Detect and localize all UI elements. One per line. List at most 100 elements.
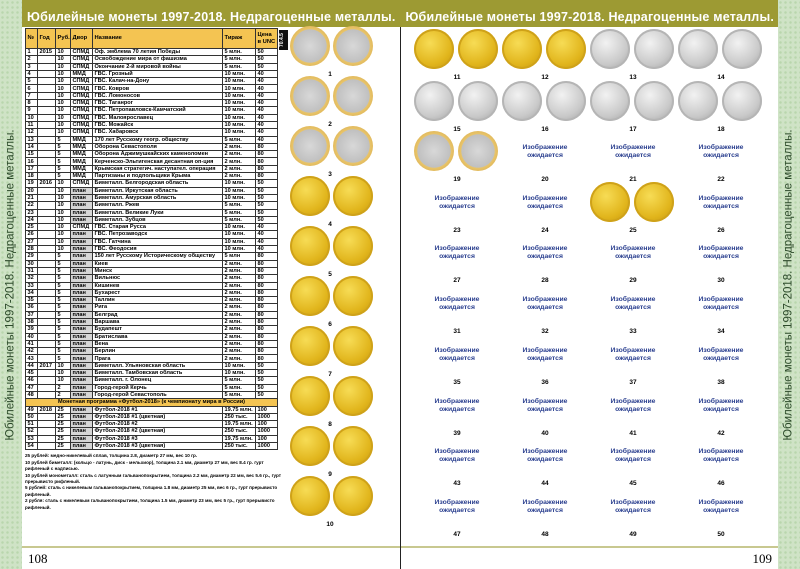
cell-number: 50 [25, 412, 38, 422]
cell-mintage: 10 млн. [222, 244, 256, 254]
cell-number: 20 [25, 186, 38, 195]
cell-number: 40 [25, 332, 38, 341]
cell-name: Город-герой Севастополь [92, 390, 223, 400]
cell-number: 36 [25, 303, 38, 312]
cell-denomination: 10 [55, 193, 71, 203]
cell-name: Биметалл. г. Олонец [92, 376, 223, 385]
cell-year [37, 310, 56, 320]
cell-mint: план [70, 412, 93, 422]
cell-mintage: 10 млн. [222, 120, 256, 130]
coin-number: 16 [541, 126, 549, 133]
cell-number: 6 [25, 84, 38, 93]
cell-price: 80 [255, 274, 278, 283]
image-placeholder: Изображение ожидается [610, 448, 656, 464]
cell-price: 1000 [255, 442, 278, 451]
cell-mint: план [70, 383, 93, 392]
table-row: 28 10 план ГВС. Феодосия 10 млн. 40 [25, 244, 278, 254]
coin-number: 11 [453, 74, 461, 81]
cell-number: 37 [25, 310, 38, 320]
cell-price: 50 [255, 376, 278, 385]
cell-name: ГВС. Грозный [92, 69, 223, 79]
cell-price: 100 [255, 434, 278, 444]
cell-name: ГВС. Ковров [92, 84, 223, 93]
table-row: 5 10 СПМД ГВС. Калач-на-Дону 10 млн. 40 [25, 77, 278, 86]
cell-year [37, 135, 56, 144]
badge-label: 70.4.5 [279, 30, 288, 50]
cell-year [37, 420, 56, 429]
cell-mint: план [70, 215, 93, 225]
cell-name: Вильнюс [92, 274, 223, 283]
cell-price: 80 [255, 164, 278, 174]
coin-number: 42 [717, 429, 725, 437]
cell-mintage: 10 млн. [222, 369, 256, 378]
cell-year [37, 91, 56, 101]
image-placeholder: Изображение ожидается [522, 498, 568, 514]
image-placeholder: Изображение ожидается [610, 144, 656, 159]
cell-mintage: 2 млн. [222, 259, 256, 268]
cell-year [37, 62, 56, 71]
cell-mintage: 5 млн. [222, 55, 256, 64]
cell-denomination: 10 [55, 47, 71, 57]
cell-number: 4 [25, 69, 38, 79]
coin-number: 18 [717, 126, 725, 133]
cell-name: ГВС. Можайск [92, 120, 223, 130]
coin-reverse [333, 376, 373, 416]
coin-reverse [333, 476, 373, 516]
image-placeholder: Изображение ожидается [434, 194, 480, 210]
cell-denomination: 5 [55, 164, 71, 174]
cell-number: 48 [25, 390, 38, 400]
coin-reverse [458, 131, 498, 171]
cell-name: Керченско-Эльтигенская десантная оп-ция [92, 157, 223, 166]
cell-year [37, 186, 56, 195]
image-placeholder: Изображение ожидается [610, 397, 656, 413]
cell-price: 50 [255, 208, 278, 217]
cell-number: 1 [25, 47, 38, 57]
image-placeholder: Изображение ожидается [522, 346, 568, 362]
cell-mint: план [70, 369, 93, 378]
cell-denomination: 10 [55, 113, 71, 122]
cell-number: 22 [25, 201, 38, 210]
coin-obverse [502, 29, 542, 69]
col-price: Цена в UNC [255, 28, 278, 49]
cell-name: Город-герой Керчь [92, 383, 223, 392]
footnote: 5 рублей: сталь с никелевым гальванопокр… [25, 485, 278, 497]
coin-reverse [546, 81, 586, 121]
image-placeholder: Изображение ожидается [610, 346, 656, 362]
coin-number: 31 [453, 328, 461, 336]
cell-mintage: 5 млн. [222, 135, 256, 144]
cell-price: 40 [255, 223, 278, 232]
cell-denomination: 5 [55, 157, 71, 166]
cell-mint: план [70, 310, 93, 320]
cell-mint: план [70, 208, 93, 217]
cell-year [37, 376, 56, 385]
image-placeholder: Изображение ожидается [522, 448, 568, 464]
cell-name: Берлин [92, 347, 223, 356]
col-mintage: Тираж [222, 28, 256, 49]
cell-denomination: 25 [55, 427, 71, 436]
col-mint: Двор [70, 28, 93, 49]
cell-denomination: 5 [55, 135, 71, 144]
cell-year [37, 208, 56, 217]
table-header: № Год Руб. Двор Название Тираж Цена в UN… [25, 28, 278, 49]
cell-mint: план [70, 193, 93, 203]
coin-number: 3 [328, 171, 332, 178]
cell-denomination: 10 [55, 128, 71, 137]
coin-obverse [414, 81, 454, 121]
cell-price: 1000 [255, 412, 278, 422]
cell-price: 80 [255, 310, 278, 320]
coin-number: 21 [629, 176, 637, 183]
image-placeholder: Изображение ожидается [434, 245, 480, 261]
cell-mintage: 2 млн. [222, 310, 256, 320]
cell-name: ГВС. Таганрог [92, 99, 223, 108]
table-row: 34 5 план Бухарест 2 млн. 80 [25, 288, 278, 298]
cell-denomination: 10 [55, 62, 71, 71]
cell-name: Футбол-2018 #2 (цветная) [92, 427, 223, 436]
left-page-title: Юбилейные монеты 1997-2018. Недрагоценны… [27, 10, 396, 24]
cell-name: Биметалл. Ржев [92, 201, 223, 210]
coin-number: 28 [541, 277, 549, 285]
cell-price: 40 [255, 113, 278, 122]
cell-denomination: 10 [55, 230, 71, 239]
cell-mint: план [70, 266, 93, 276]
cell-mint: СПМД [70, 179, 93, 188]
coin-obverse [290, 376, 330, 416]
